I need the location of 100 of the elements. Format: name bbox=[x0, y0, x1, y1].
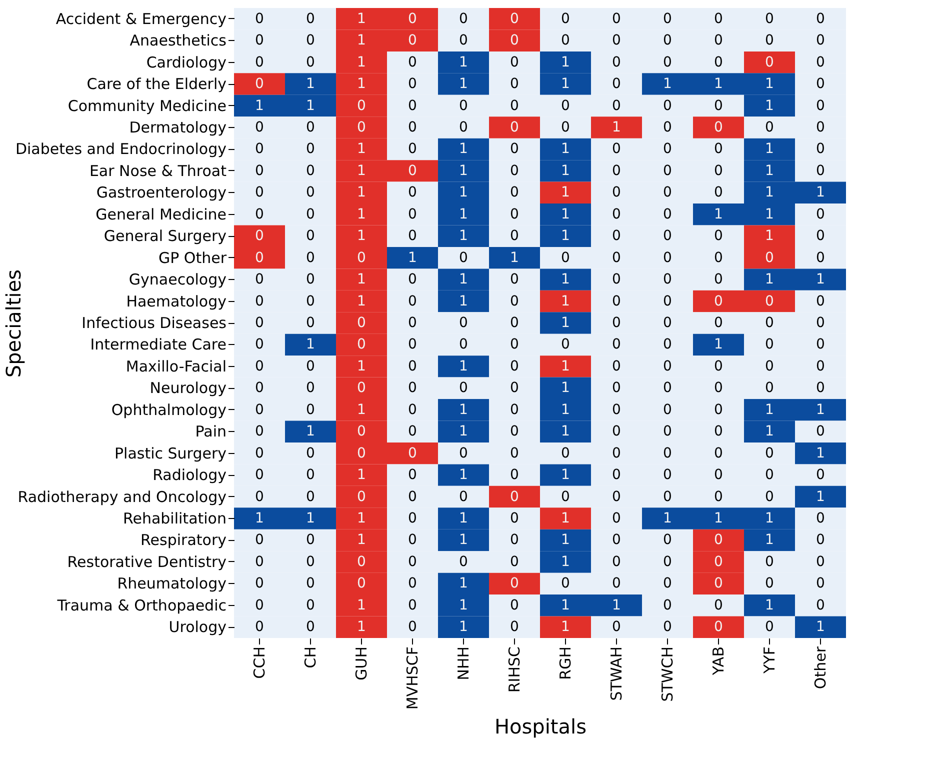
data-label: 0 bbox=[306, 10, 315, 27]
data-label: 0 bbox=[408, 510, 417, 527]
data-label: 0 bbox=[765, 119, 774, 136]
data-label: 1 bbox=[459, 54, 468, 70]
data-label: 1 bbox=[765, 228, 774, 244]
y-tick-label: Dermatology bbox=[129, 118, 227, 136]
data-label: 0 bbox=[459, 315, 468, 331]
data-label: 0 bbox=[663, 119, 672, 136]
data-label: 0 bbox=[510, 32, 519, 49]
data-label: 0 bbox=[306, 315, 315, 331]
data-label: 0 bbox=[510, 554, 519, 570]
data-label: 0 bbox=[306, 228, 315, 244]
data-label: 0 bbox=[816, 76, 825, 92]
data-label: 0 bbox=[408, 272, 417, 288]
data-label: 0 bbox=[816, 576, 825, 592]
data-label: 0 bbox=[357, 336, 366, 353]
data-label: 1 bbox=[357, 10, 366, 27]
data-label: 0 bbox=[306, 162, 315, 179]
data-label: 0 bbox=[357, 119, 366, 136]
x-tick-label: MVHSCF bbox=[404, 646, 422, 710]
data-label: 0 bbox=[612, 576, 621, 592]
data-label: 0 bbox=[306, 576, 315, 592]
data-label: 1 bbox=[561, 554, 570, 570]
data-label: 1 bbox=[459, 619, 468, 636]
x-tick-label: RGH bbox=[556, 646, 574, 680]
x-tick-label: STWCH bbox=[658, 646, 676, 702]
data-label: 1 bbox=[357, 597, 366, 614]
data-label: 0 bbox=[510, 293, 519, 310]
data-label: 0 bbox=[306, 532, 315, 548]
data-label: 0 bbox=[408, 98, 417, 114]
data-label: 0 bbox=[408, 54, 417, 70]
data-label: 1 bbox=[357, 510, 366, 527]
data-label: 0 bbox=[561, 98, 570, 114]
data-label: 0 bbox=[408, 554, 417, 570]
data-label: 0 bbox=[612, 206, 621, 222]
data-label: 0 bbox=[357, 445, 366, 462]
data-label: 0 bbox=[765, 488, 774, 505]
data-label: 0 bbox=[663, 380, 672, 396]
data-label: 0 bbox=[561, 576, 570, 592]
data-label: 0 bbox=[816, 10, 825, 27]
data-label: 0 bbox=[663, 532, 672, 548]
data-label: 1 bbox=[816, 402, 825, 418]
data-label: 0 bbox=[663, 445, 672, 462]
data-label: 0 bbox=[306, 293, 315, 310]
data-label: 1 bbox=[255, 98, 264, 114]
data-label: 0 bbox=[816, 380, 825, 396]
y-tick-label: Intermediate Care bbox=[90, 336, 226, 354]
data-label: 1 bbox=[816, 272, 825, 288]
data-label: 1 bbox=[459, 467, 468, 484]
x-tick-label: Other bbox=[812, 646, 830, 690]
data-label: 1 bbox=[561, 358, 570, 374]
data-label: 0 bbox=[714, 597, 723, 614]
data-label: 0 bbox=[663, 272, 672, 288]
data-label: 0 bbox=[765, 250, 774, 266]
data-label: 1 bbox=[765, 98, 774, 114]
data-label: 1 bbox=[765, 597, 774, 614]
data-label: 0 bbox=[816, 467, 825, 484]
data-label: 0 bbox=[714, 576, 723, 592]
y-tick-label: General Medicine bbox=[96, 205, 226, 224]
data-label: 0 bbox=[255, 576, 264, 592]
y-tick-label: Gastroenterology bbox=[96, 184, 227, 202]
data-label: 0 bbox=[510, 380, 519, 396]
data-label: 0 bbox=[408, 597, 417, 614]
data-label: 0 bbox=[816, 250, 825, 266]
data-label: 0 bbox=[255, 272, 264, 288]
data-label: 0 bbox=[612, 402, 621, 418]
data-label: 0 bbox=[255, 467, 264, 484]
data-label: 1 bbox=[306, 336, 315, 353]
data-label: 0 bbox=[306, 141, 315, 158]
data-label: 1 bbox=[714, 206, 723, 222]
data-label: 0 bbox=[255, 119, 264, 136]
data-label: 0 bbox=[816, 424, 825, 440]
x-tick-label: YYF bbox=[760, 646, 778, 674]
data-label: 0 bbox=[408, 76, 417, 92]
data-label: 1 bbox=[459, 576, 468, 592]
data-label: 1 bbox=[561, 54, 570, 70]
data-label: 1 bbox=[357, 141, 366, 158]
data-label: 1 bbox=[459, 424, 468, 440]
data-label: 0 bbox=[510, 272, 519, 288]
data-label: 1 bbox=[459, 228, 468, 244]
data-label: 0 bbox=[408, 358, 417, 374]
y-tick-label: GP Other bbox=[158, 248, 228, 267]
data-label: 0 bbox=[306, 119, 315, 136]
data-label: 0 bbox=[510, 141, 519, 158]
data-label: 0 bbox=[612, 619, 621, 636]
y-tick-label: Anaesthetics bbox=[130, 32, 227, 50]
data-label: 0 bbox=[765, 358, 774, 374]
data-label: 0 bbox=[510, 445, 519, 462]
data-label: 0 bbox=[612, 510, 621, 527]
y-tick-label: Care of the Elderly bbox=[86, 75, 227, 94]
data-label: 1 bbox=[357, 32, 366, 49]
data-label: 0 bbox=[561, 488, 570, 505]
data-label: 0 bbox=[663, 315, 672, 331]
data-label: 0 bbox=[612, 141, 621, 158]
data-label: 0 bbox=[306, 445, 315, 462]
data-label: 0 bbox=[714, 119, 723, 136]
data-label: 0 bbox=[561, 119, 570, 136]
data-label: 0 bbox=[816, 228, 825, 244]
data-label: 0 bbox=[612, 445, 621, 462]
data-label: 0 bbox=[510, 228, 519, 244]
